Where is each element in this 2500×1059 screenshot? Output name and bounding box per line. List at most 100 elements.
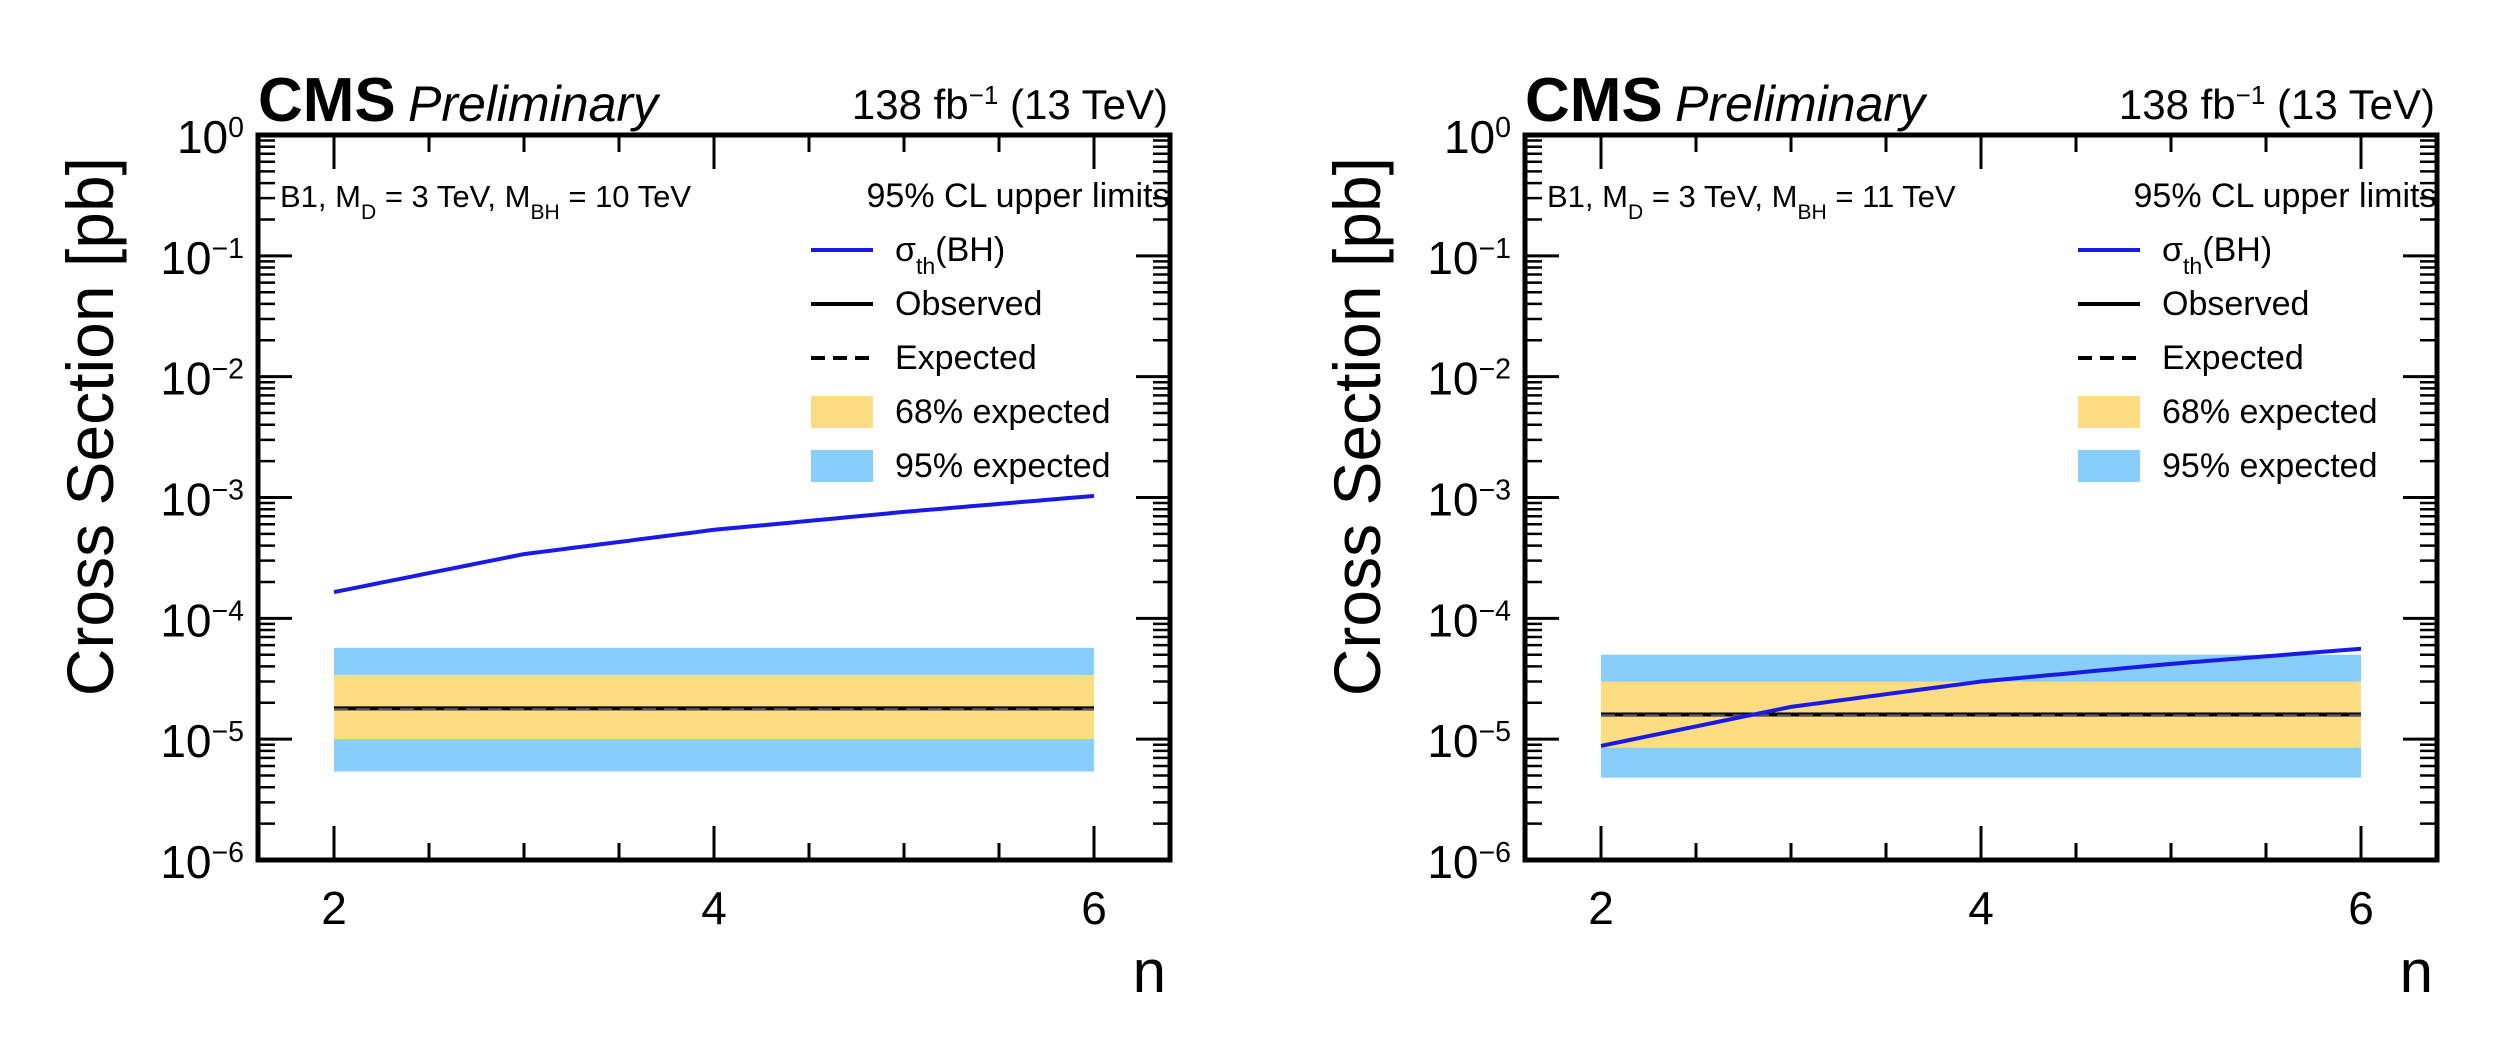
y-tick-label-part: −6: [211, 837, 244, 869]
model-info-label-part: = 3 TeV, M: [1643, 179, 1797, 214]
y-tick-label-part: 10: [1427, 232, 1478, 284]
preliminary-label: Preliminary: [1675, 76, 1928, 132]
y-tick-label-part: 10: [1427, 594, 1478, 646]
model-info-label-part: = 10 TeV: [560, 179, 692, 214]
cms-label: CMS: [1525, 66, 1663, 135]
luminosity-label-part: 138 fb: [852, 81, 969, 128]
cms-label: CMS: [258, 66, 396, 135]
theory-curve: [333, 493, 1095, 595]
model-info-label-part: = 3 TeV, M: [376, 179, 530, 214]
y-tick-label: 10−6: [160, 836, 244, 888]
legend-label-theory-part: th: [916, 253, 935, 279]
x-axis-label: n: [1133, 938, 1166, 1005]
y-tick-label-part: 10: [1427, 715, 1478, 767]
y-tick-label-part: 10: [1427, 474, 1478, 526]
y-tick-label-part: −4: [1478, 595, 1511, 627]
y-tick-label-part: 10: [160, 474, 211, 526]
x-tick-label: 4: [701, 882, 727, 934]
model-info-label: B1, MD = 3 TeV, MBH = 11 TeV: [1547, 179, 1956, 224]
legend-label-theory-part: (BH): [2202, 231, 2272, 269]
y-tick-label-part: −5: [211, 716, 244, 748]
legend-label-band95: 95% expected: [895, 447, 1111, 485]
model-info-label-part: D: [1628, 201, 1643, 224]
y-tick-label-part: 10: [1427, 836, 1478, 888]
y-tick-label-part: −2: [211, 354, 244, 386]
model-info-label-part: BH: [530, 201, 559, 224]
y-tick-label-part: −6: [1478, 837, 1511, 869]
model-info-label-part: D: [361, 201, 376, 224]
y-tick-label-part: 10: [1427, 353, 1478, 405]
model-info-label-part: = 11 TeV: [1827, 179, 1956, 214]
y-tick-label-part: 10: [1444, 111, 1495, 163]
legend-label-band95: 95% expected: [2162, 447, 2378, 485]
legend-label-band68: 68% expected: [895, 393, 1111, 431]
luminosity-label: 138 fb−1 (13 TeV): [852, 80, 1168, 128]
y-tick-label: 10−5: [160, 715, 244, 767]
legend-label-band68: 68% expected: [2162, 393, 2378, 431]
legend-label-theory-part: (BH): [935, 231, 1005, 269]
y-tick-label-part: −5: [1478, 716, 1511, 748]
legend-label-theory: σth(BH): [895, 231, 1005, 279]
luminosity-label-part: −1: [969, 80, 999, 110]
y-tick-label-part: 10: [160, 836, 211, 888]
x-tick-label: 2: [321, 882, 347, 934]
legend-label-observed: Observed: [895, 285, 1042, 323]
y-tick-label-part: −3: [211, 475, 244, 507]
y-tick-label-part: 0: [228, 112, 244, 144]
y-tick-label-part: 10: [160, 232, 211, 284]
legend-label-theory-part: th: [2183, 253, 2202, 279]
legend-label-theory: σth(BH): [2162, 231, 2272, 279]
y-tick-label: 100: [1444, 111, 1511, 163]
y-tick-label-part: −2: [1478, 354, 1511, 386]
y-tick-label-part: 10: [160, 353, 211, 405]
luminosity-label-part: 138 fb: [2119, 81, 2236, 128]
luminosity-label: 138 fb−1 (13 TeV): [2119, 80, 2435, 128]
legend-swatch-band68: [811, 396, 873, 428]
legend-label-observed: Observed: [2162, 285, 2309, 323]
luminosity-label-part: (13 TeV): [998, 81, 1168, 128]
y-tick-label-part: −1: [1478, 233, 1511, 265]
luminosity-label-part: (13 TeV): [2265, 81, 2435, 128]
y-tick-label-part: 10: [160, 715, 211, 767]
y-axis-label: Cross Section [pb]: [53, 157, 127, 696]
model-info-label-part: B1, M: [1547, 179, 1628, 214]
legend-swatch-band68: [2078, 396, 2140, 428]
y-tick-label: 10−4: [160, 594, 244, 646]
y-tick-label-part: 10: [160, 594, 211, 646]
y-tick-label-part: −4: [211, 595, 244, 627]
legend-label-theory-part: σ: [2162, 231, 2183, 269]
legend-header: 95% CL upper limits: [867, 177, 1170, 215]
legend-swatch-band95: [2078, 450, 2140, 482]
legend: 95% CL upper limits σth(BH) Observed Expect…: [811, 177, 1169, 485]
y-tick-label-part: −1: [211, 233, 244, 265]
y-tick-label: 10−1: [160, 232, 244, 284]
y-tick-label: 10−2: [1427, 353, 1511, 405]
y-tick-label: 100: [177, 111, 244, 163]
model-info-label-part: BH: [1797, 201, 1826, 224]
y-tick-label: 10−1: [1427, 232, 1511, 284]
y-tick-label-part: 10: [177, 111, 228, 163]
x-tick-label: 6: [2348, 882, 2374, 934]
x-tick-label: 4: [1968, 882, 1994, 934]
y-tick-label: 10−3: [160, 474, 244, 526]
y-axis-label: Cross Section [pb]: [1320, 157, 1394, 696]
model-info-label: B1, MD = 3 TeV, MBH = 10 TeV: [280, 179, 691, 224]
legend-header: 95% CL upper limits: [2134, 177, 2437, 215]
x-axis-label: n: [2400, 938, 2433, 1005]
legend-label-theory-part: σ: [895, 231, 916, 269]
x-tick-label: 6: [1081, 882, 1107, 934]
y-tick-label-part: −3: [1478, 475, 1511, 507]
model-info-label-part: B1, M: [280, 179, 361, 214]
preliminary-label: Preliminary: [408, 76, 661, 132]
y-tick-label: 10−2: [160, 353, 244, 405]
y-tick-label: 10−4: [1427, 594, 1511, 646]
theory-curve: [1600, 646, 2362, 748]
y-tick-label-part: 0: [1495, 112, 1511, 144]
x-tick-label: 2: [1588, 882, 1614, 934]
legend-label-expected: Expected: [895, 339, 1037, 377]
legend-swatch-band95: [811, 450, 873, 482]
luminosity-label-part: −1: [2236, 80, 2266, 110]
